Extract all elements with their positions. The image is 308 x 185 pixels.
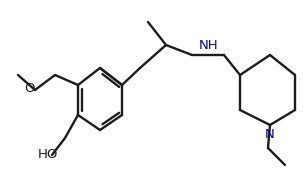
- Text: N: N: [265, 128, 275, 141]
- Text: HO: HO: [38, 149, 58, 162]
- Text: O: O: [25, 82, 35, 95]
- Text: NH: NH: [199, 39, 219, 52]
